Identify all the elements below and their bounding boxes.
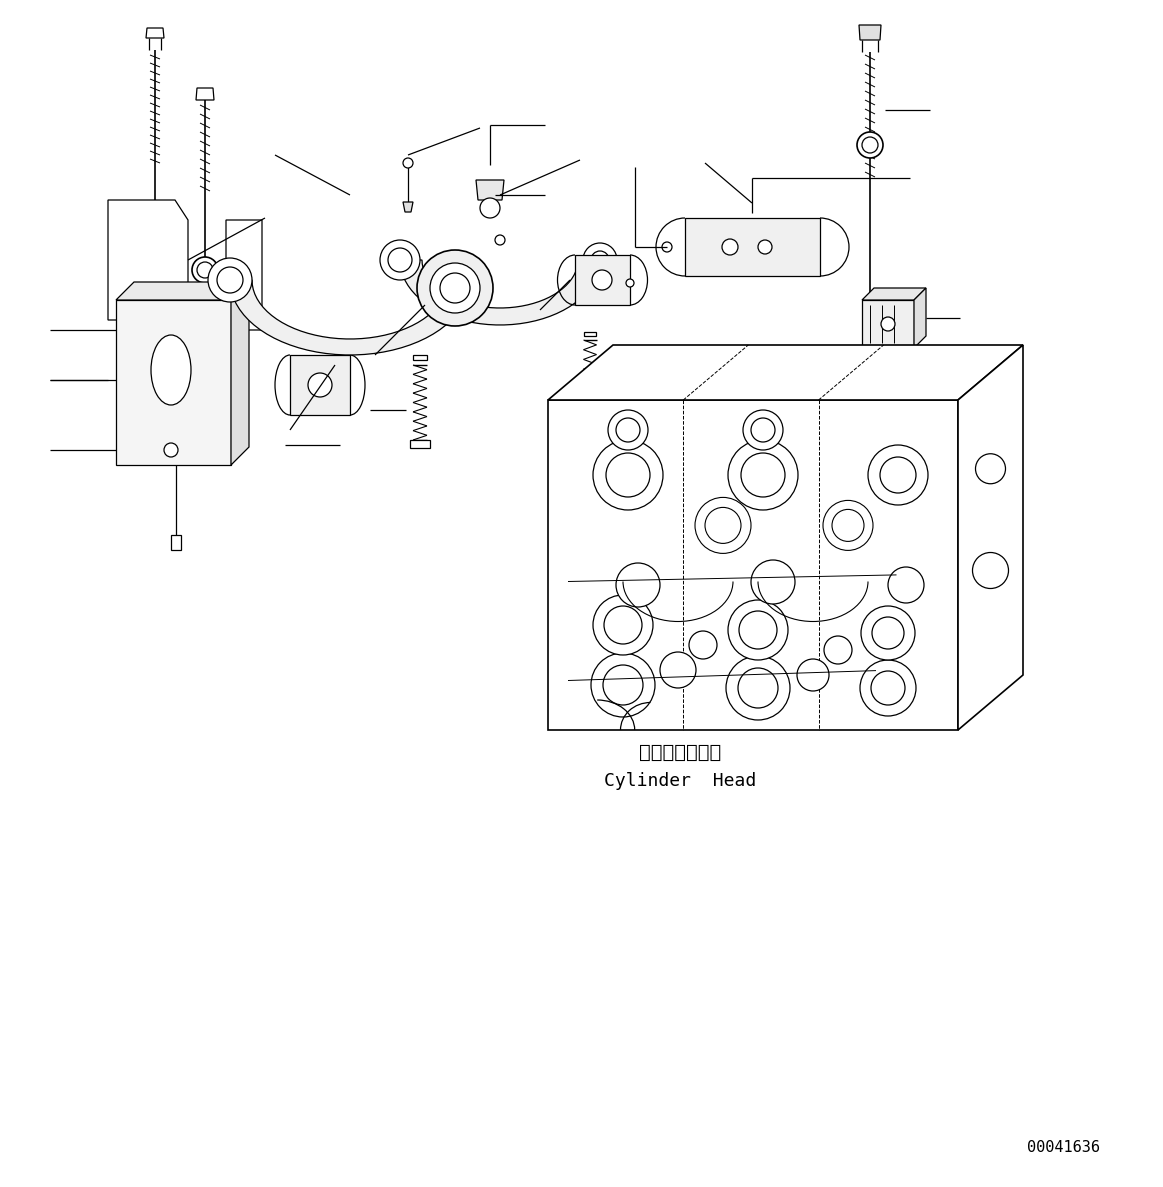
Circle shape [143,253,167,277]
Bar [582,410,599,415]
Circle shape [880,457,916,493]
Polygon shape [862,300,914,348]
Bar [411,440,430,447]
Ellipse shape [151,335,191,405]
Circle shape [722,239,739,255]
Polygon shape [548,400,958,730]
Circle shape [461,269,480,290]
Bar [575,255,630,305]
Circle shape [452,262,488,298]
Circle shape [825,636,852,664]
Circle shape [616,418,640,442]
Polygon shape [147,28,164,38]
Circle shape [480,198,500,218]
Circle shape [606,453,650,497]
Circle shape [882,317,896,331]
Circle shape [593,440,663,510]
Bar [171,535,181,550]
Circle shape [871,671,905,705]
Circle shape [164,443,178,457]
Polygon shape [116,300,231,465]
Circle shape [741,453,785,497]
Circle shape [430,264,480,313]
Circle shape [602,665,643,705]
Polygon shape [230,280,470,355]
Circle shape [972,552,1008,589]
Text: シリンダヘッド: シリンダヘッド [638,743,721,762]
Circle shape [862,137,878,153]
Circle shape [797,659,829,691]
Circle shape [739,611,777,649]
Circle shape [739,668,778,707]
Circle shape [388,248,412,272]
Text: 00041636: 00041636 [1027,1140,1100,1155]
Circle shape [857,132,883,158]
Circle shape [743,410,783,450]
Text: Cylinder  Head: Cylinder Head [604,772,756,791]
Circle shape [583,243,618,277]
Circle shape [823,501,873,551]
Circle shape [751,418,775,442]
Circle shape [868,445,928,504]
Circle shape [591,653,655,717]
Polygon shape [231,283,249,465]
Polygon shape [404,202,413,212]
Circle shape [861,607,915,660]
Circle shape [217,267,243,293]
Bar [865,425,875,443]
Polygon shape [108,199,188,320]
Circle shape [404,158,413,169]
Circle shape [976,453,1006,484]
Circle shape [440,273,470,303]
Circle shape [859,660,916,716]
Circle shape [616,563,659,607]
Circle shape [889,567,923,603]
Circle shape [695,497,751,553]
Circle shape [705,507,741,544]
Circle shape [608,410,648,450]
Circle shape [148,258,162,272]
Bar [413,355,427,360]
Polygon shape [226,220,262,330]
Circle shape [751,560,795,604]
Circle shape [659,652,695,688]
Circle shape [832,509,864,541]
Circle shape [592,269,612,290]
Bar [584,332,595,336]
Polygon shape [197,88,214,100]
Circle shape [192,258,217,283]
Polygon shape [400,260,600,325]
Circle shape [872,617,904,649]
Polygon shape [914,288,926,348]
Circle shape [728,599,789,660]
Circle shape [758,240,772,254]
Bar [685,218,820,277]
Circle shape [726,656,790,721]
Circle shape [662,242,672,252]
Circle shape [626,279,634,287]
Polygon shape [197,288,213,300]
Circle shape [495,235,505,245]
Polygon shape [958,345,1023,730]
Circle shape [591,250,609,269]
Circle shape [308,373,331,396]
Polygon shape [290,355,350,415]
Circle shape [688,631,718,659]
Circle shape [380,240,420,280]
Circle shape [728,440,798,510]
Circle shape [418,250,493,326]
Polygon shape [548,345,1023,400]
Circle shape [604,607,642,645]
Circle shape [208,258,252,301]
Polygon shape [862,288,926,300]
Circle shape [593,595,652,655]
Circle shape [197,262,213,278]
Polygon shape [116,283,249,300]
Polygon shape [859,25,882,40]
Polygon shape [476,180,504,199]
